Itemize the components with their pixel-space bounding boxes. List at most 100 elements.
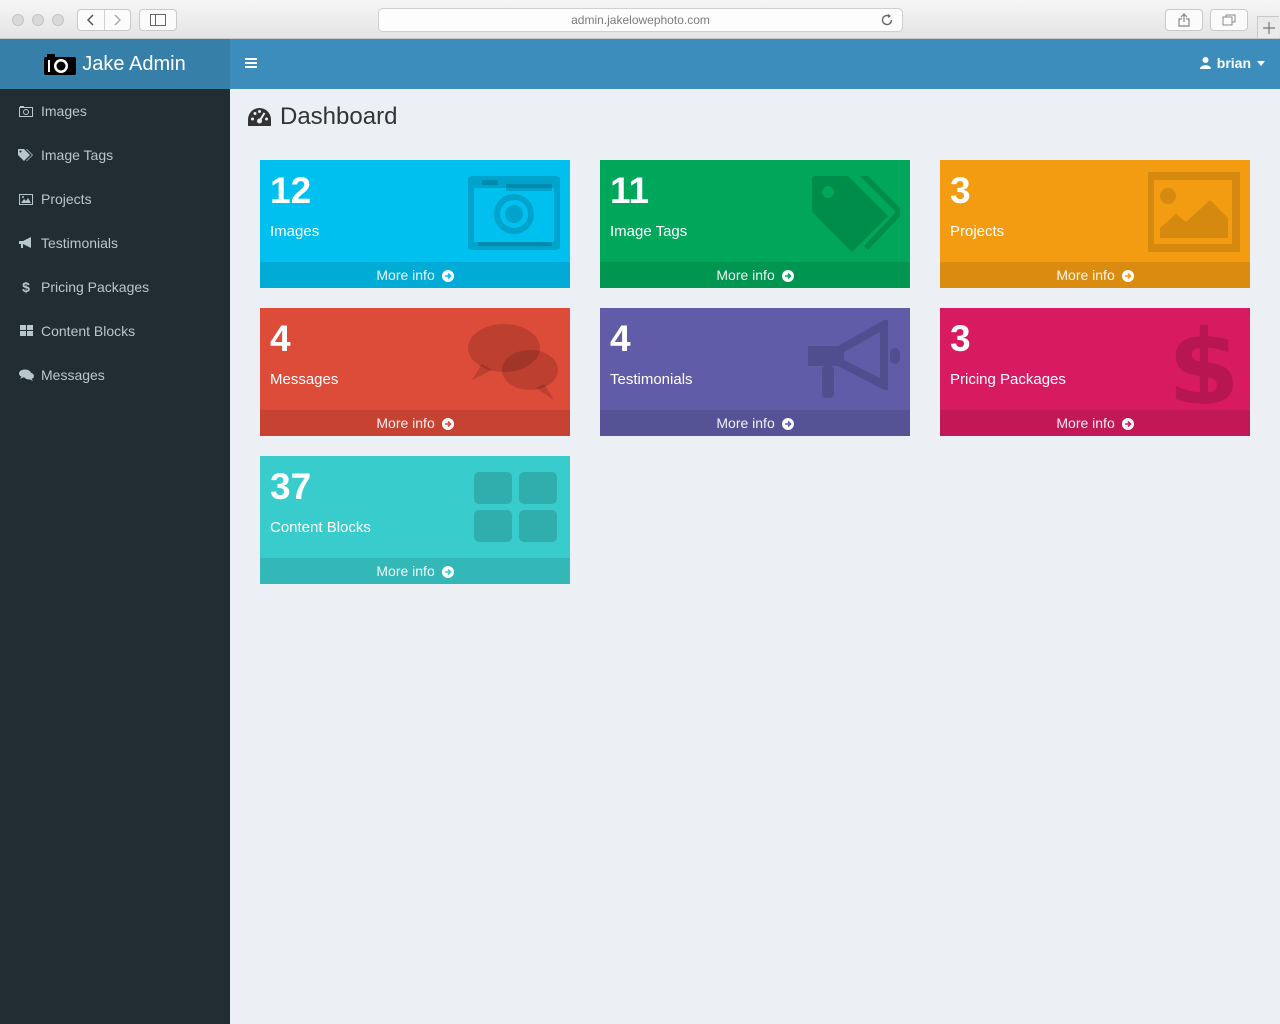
page-title-text: Dashboard (280, 103, 398, 130)
more-info-label: More info (376, 415, 435, 431)
new-tab-button[interactable] (1257, 16, 1279, 38)
arrow-circle-right-icon (781, 418, 794, 430)
sidebar-item-content-blocks[interactable]: Content Blocks (0, 309, 230, 353)
sidebar-item-label: Image Tags (41, 147, 114, 163)
stat-box-image-tags: 11 Image Tags More info (600, 160, 910, 288)
arrow-circle-right-icon (781, 270, 794, 282)
stat-count: 12 (270, 170, 312, 211)
top-navbar: brian (230, 39, 1280, 89)
username: brian (1216, 55, 1251, 71)
tabs-icon (1222, 14, 1236, 26)
stat-count: 4 (610, 318, 631, 359)
chevron-right-icon (114, 14, 122, 26)
stat-box-projects: 3 Projects More info (940, 160, 1250, 288)
dollar-icon: $ (1168, 320, 1240, 404)
more-info-link[interactable]: More info (260, 262, 570, 288)
stat-count: 37 (270, 466, 312, 507)
more-info-link[interactable]: More info (940, 410, 1250, 436)
back-button[interactable] (78, 10, 104, 30)
hamburger-menu-icon[interactable] (245, 57, 257, 69)
svg-text:$: $ (1168, 320, 1240, 404)
stat-box-testimonials: 4 Testimonials More info (600, 308, 910, 436)
sidebar-item-label: Testimonials (41, 235, 119, 251)
sidebar-item-label: Images (41, 103, 87, 119)
arrow-circle-right-icon (441, 270, 454, 282)
sidebar-item-projects[interactable]: Projects (0, 177, 230, 221)
sidebar-item-label: Content Blocks (41, 323, 136, 339)
sidebar-item-messages[interactable]: Messages (0, 353, 230, 397)
forward-button[interactable] (103, 10, 131, 30)
stat-box-messages: 4 Messages More info (260, 308, 570, 436)
sidebar-item-label: Projects (41, 191, 92, 207)
picture-icon (18, 192, 34, 206)
more-info-label: More info (1056, 415, 1115, 431)
stat-count: 3 (950, 170, 971, 211)
bullhorn-icon (808, 320, 900, 398)
more-info-link[interactable]: More info (260, 558, 570, 584)
sidebar-item-pricing-packages[interactable]: $ Pricing Packages (0, 265, 230, 309)
arrow-circle-right-icon (441, 566, 454, 578)
more-info-link[interactable]: More info (600, 410, 910, 436)
camera-icon (18, 104, 34, 118)
sidebar-item-testimonials[interactable]: Testimonials (0, 221, 230, 265)
more-info-label: More info (1056, 267, 1115, 283)
comments-icon (18, 368, 34, 382)
stat-label: Testimonials (610, 371, 693, 388)
tab-overview-button[interactable] (1210, 9, 1248, 31)
dashboard-icon (248, 108, 271, 126)
user-icon (1199, 57, 1211, 69)
minimize-window-button[interactable] (32, 14, 44, 26)
dollar-icon: $ (22, 279, 30, 295)
brand-logo[interactable]: Jake Admin (0, 39, 230, 89)
caret-down-icon (1257, 60, 1265, 66)
stat-label: Pricing Packages (950, 371, 1066, 388)
stat-label: Projects (950, 223, 1005, 240)
stat-box-images: 12 Images More info (260, 160, 570, 288)
more-info-link[interactable]: More info (260, 410, 570, 436)
more-info-label: More info (376, 267, 435, 283)
user-menu[interactable]: brian (1199, 55, 1265, 71)
reload-icon[interactable] (880, 13, 894, 27)
sidebar-item-images[interactable]: Images (0, 89, 230, 133)
bullhorn-icon (18, 236, 34, 250)
sidebar-item-label: Pricing Packages (41, 279, 150, 295)
share-icon (1178, 13, 1190, 27)
brand-name: Jake Admin (82, 52, 186, 75)
share-button[interactable] (1165, 9, 1203, 31)
address-bar[interactable]: admin.jakelowephoto.com (378, 8, 903, 32)
stat-box-content-blocks: 37 Content Blocks More info (260, 456, 570, 584)
camera-icon (44, 54, 77, 75)
tags-icon (18, 148, 34, 162)
sidebar-icon (150, 14, 166, 26)
page-title: Dashboard (247, 103, 397, 131)
arrow-circle-right-icon (1121, 418, 1134, 430)
grid-icon (18, 324, 34, 338)
tags-icon (812, 176, 900, 252)
picture-icon (1148, 172, 1240, 252)
stat-label: Image Tags (610, 223, 688, 240)
history-nav (77, 9, 131, 31)
chevron-left-icon (86, 14, 94, 26)
more-info-label: More info (716, 415, 775, 431)
stat-label: Content Blocks (270, 519, 371, 536)
close-window-button[interactable] (12, 14, 24, 26)
plus-icon (1262, 21, 1275, 34)
sidebar: Images Image Tags Projects Testimonials … (0, 89, 230, 1024)
stat-count: 3 (950, 318, 971, 359)
browser-toolbar: admin.jakelowephoto.com (0, 0, 1280, 39)
camera-icon (468, 176, 560, 250)
stat-label: Messages (270, 371, 339, 388)
grid-icon (474, 472, 557, 542)
sidebar-item-label: Messages (41, 367, 105, 383)
more-info-link[interactable]: More info (940, 262, 1250, 288)
more-info-link[interactable]: More info (600, 262, 910, 288)
stat-box-pricing-packages: 3 Pricing Packages $ More info (940, 308, 1250, 436)
url-text: admin.jakelowephoto.com (571, 13, 710, 27)
zoom-window-button[interactable] (52, 14, 64, 26)
more-info-label: More info (376, 563, 435, 579)
sidebar-item-image-tags[interactable]: Image Tags (0, 133, 230, 177)
show-sidebar-button[interactable] (139, 9, 177, 31)
comments-icon (468, 324, 558, 400)
arrow-circle-right-icon (441, 418, 454, 430)
stat-label: Images (270, 223, 320, 240)
